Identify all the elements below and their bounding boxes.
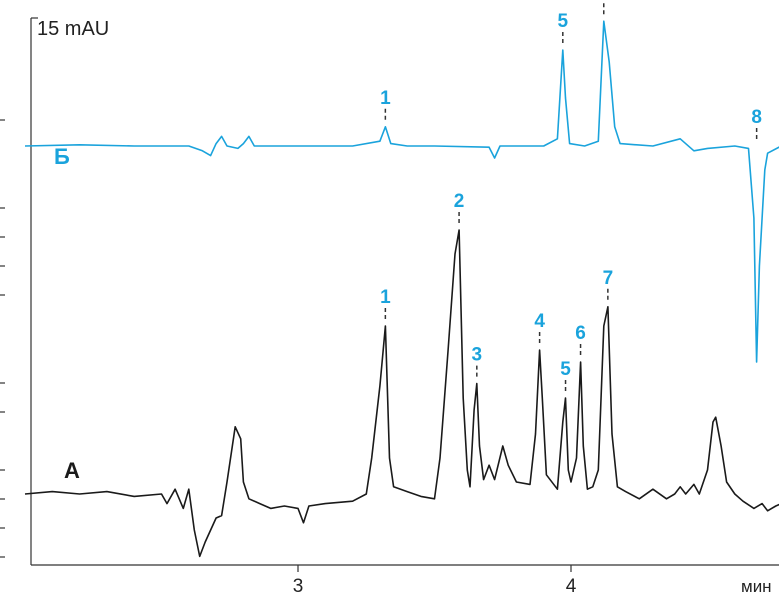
peak-label: 7 xyxy=(603,268,614,289)
x-axis-unit: мин xyxy=(741,577,772,594)
peak-label: 2 xyxy=(454,191,465,212)
scale-label: 15 mAU xyxy=(37,18,109,40)
chart-axes: 15 mAU мин xyxy=(30,17,779,594)
trace-name-a: А xyxy=(64,458,80,483)
peak-labels: 12345671578 xyxy=(380,0,762,392)
trace-names: АБ xyxy=(54,144,80,483)
trace-line-b xyxy=(24,20,779,363)
x-tick-label: 3 xyxy=(293,576,304,594)
trace-line-a xyxy=(24,229,779,558)
peak-label: 1 xyxy=(380,88,391,109)
peak-label: 3 xyxy=(472,345,483,366)
peak-label: 1 xyxy=(380,287,391,308)
peak-label: 4 xyxy=(534,311,545,332)
x-tick-label: 4 xyxy=(566,576,577,594)
left-tick-marks xyxy=(0,119,5,558)
peak-label: 7 xyxy=(598,0,609,3)
peak-label: 5 xyxy=(558,11,569,32)
chromatogram-traces xyxy=(24,20,779,558)
peak-label: 8 xyxy=(751,107,762,128)
peak-label: 5 xyxy=(560,359,571,380)
trace-name-b: Б xyxy=(54,144,70,169)
peak-label: 6 xyxy=(575,323,586,344)
